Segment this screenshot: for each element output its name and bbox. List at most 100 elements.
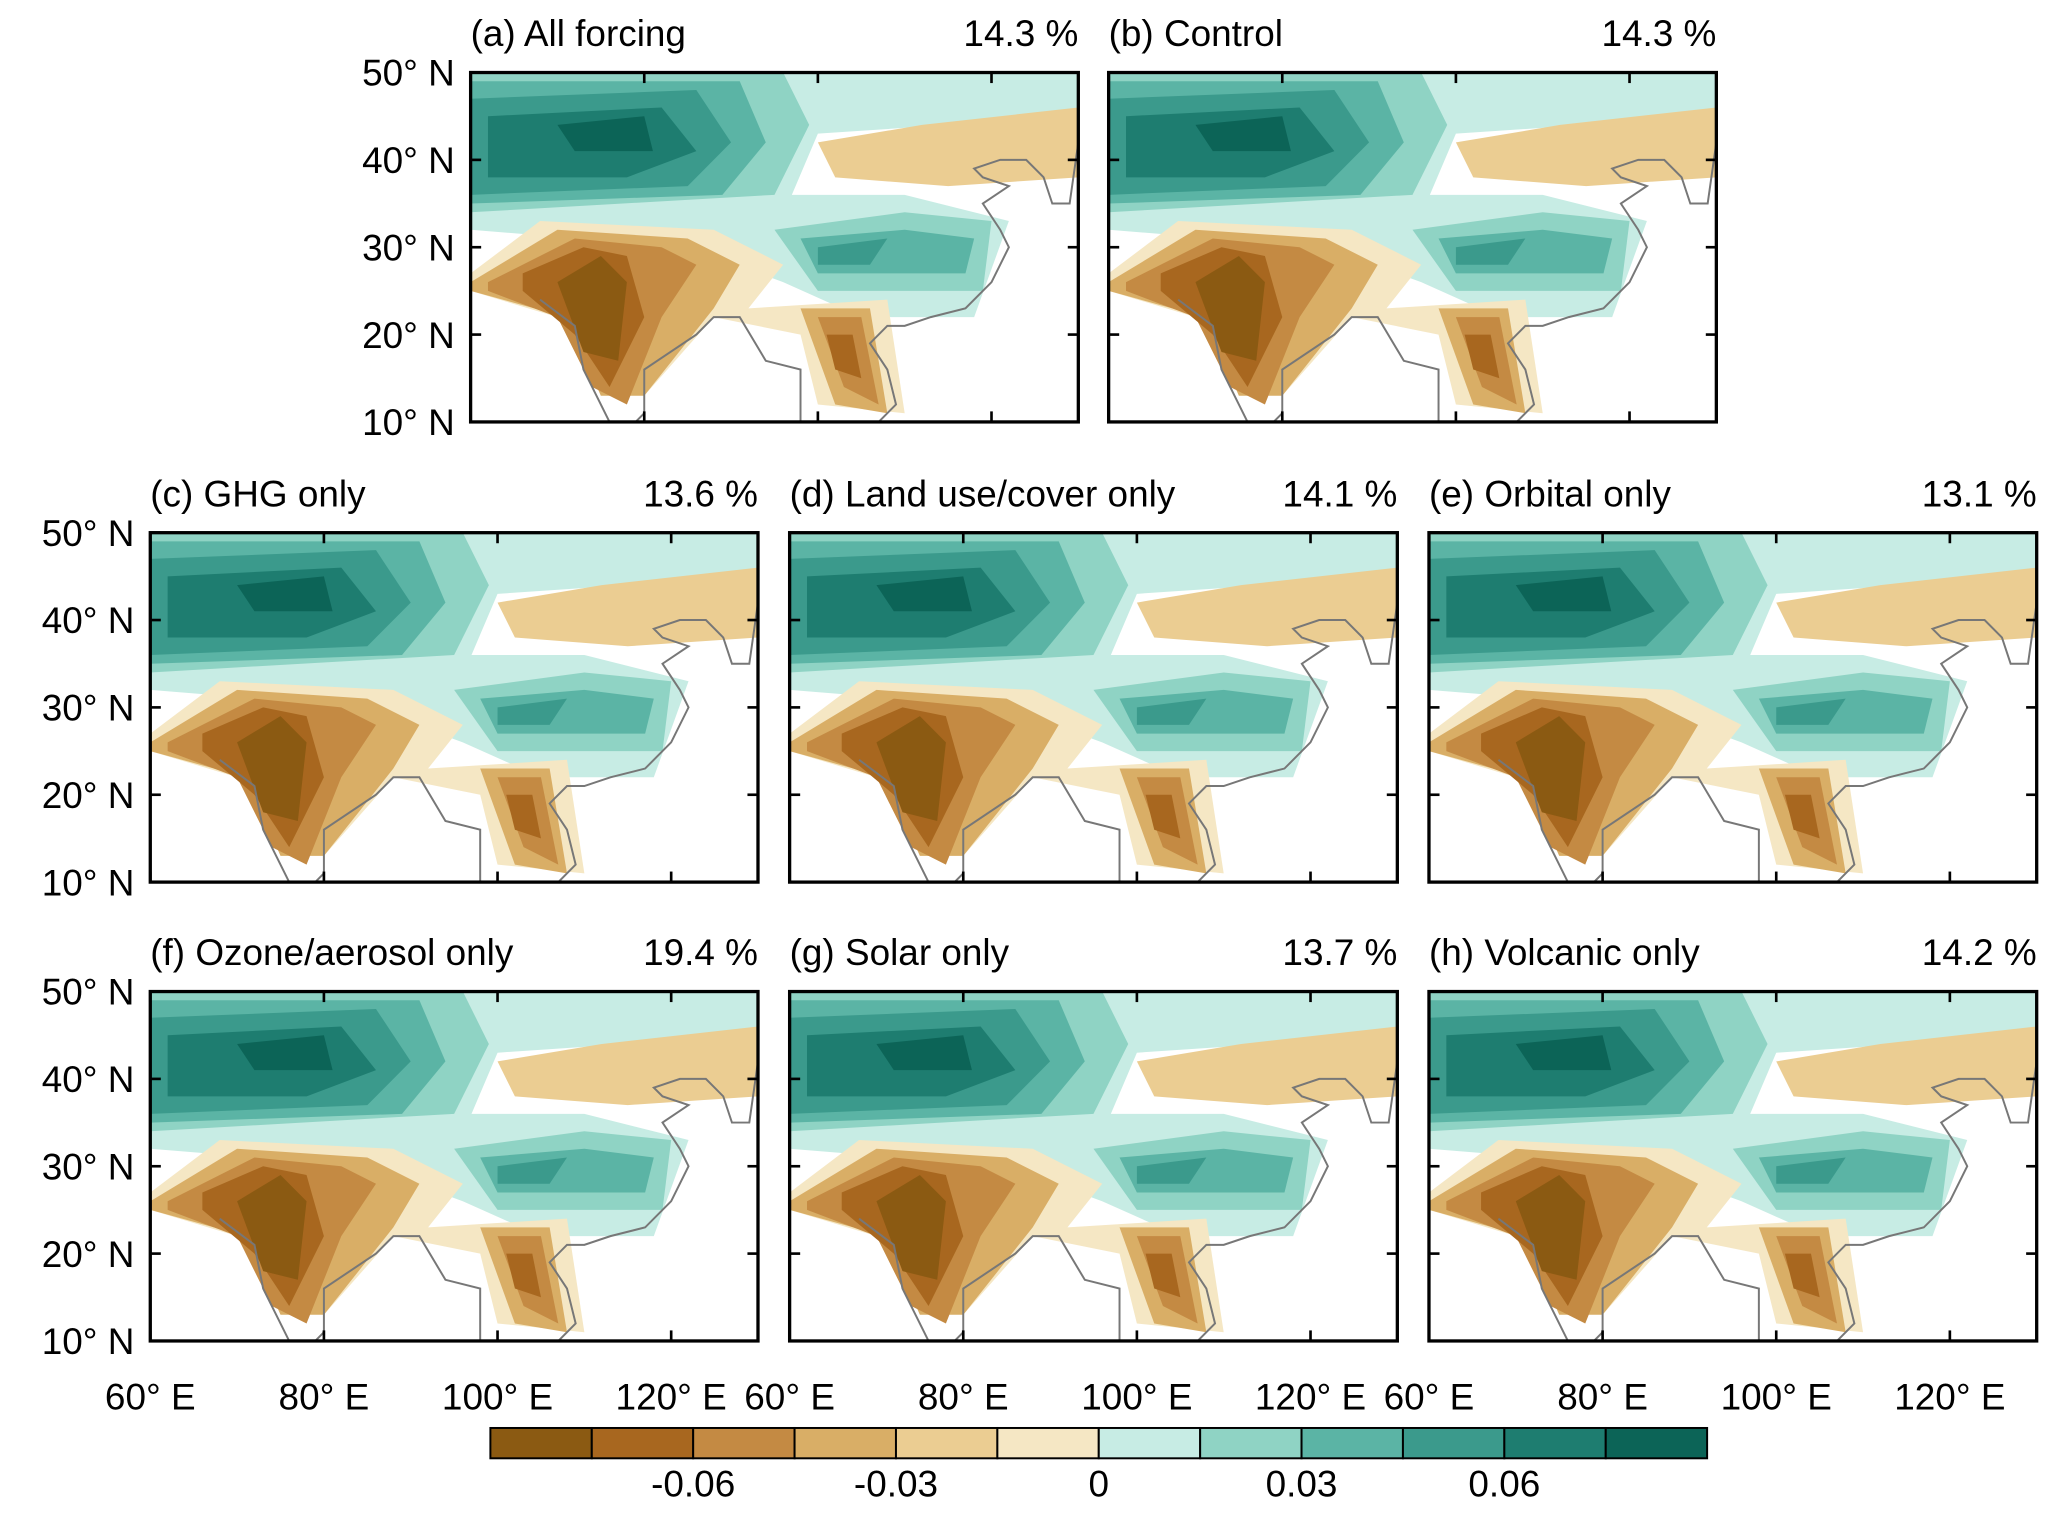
field-contour [1784, 1253, 1820, 1298]
lat-label: 10° N [42, 1321, 135, 1362]
panel-percent: 13.6 % [643, 473, 758, 514]
lat-label: 30° N [42, 1146, 135, 1187]
lat-label: 40° N [362, 140, 455, 181]
field-contour [1464, 334, 1500, 379]
coastline [219, 1061, 758, 1341]
colorbar-label: 0.06 [1468, 1464, 1540, 1505]
panel-title: (h) Volcanic only [1429, 932, 1700, 973]
field-contour [1776, 1026, 2037, 1106]
colorbar-box [1401, 1426, 1506, 1460]
lon-label: 100° E [1081, 1377, 1192, 1418]
colorbar-box [590, 1426, 695, 1460]
panel-title: (c) GHG only [150, 473, 366, 514]
field-contour [817, 238, 888, 265]
panel-title: (d) Land use/cover only [790, 473, 1176, 514]
map-panel [789, 991, 1398, 1341]
colorbar-label: -0.06 [651, 1464, 735, 1505]
panel-title: (b) Control [1109, 13, 1283, 54]
coastline [1497, 1061, 2037, 1341]
field-contour [1455, 238, 1526, 265]
coastline [1177, 142, 1717, 422]
field-contour [817, 107, 1079, 187]
field-contour [1776, 567, 2037, 647]
field-contour [1136, 567, 1398, 647]
lat-label: 50° N [42, 972, 135, 1013]
colorbar-label: 0 [1088, 1464, 1109, 1505]
lon-label: 100° E [442, 1377, 553, 1418]
lon-label: 100° E [1721, 1377, 1832, 1418]
lat-label: 50° N [362, 53, 455, 94]
lat-label: 40° N [42, 600, 135, 641]
map-panel [150, 532, 758, 883]
map-panel [1428, 532, 2037, 883]
field-contour [497, 1026, 758, 1106]
colorbar-box [1604, 1426, 1709, 1460]
colorbar-box [1097, 1426, 1202, 1460]
lon-label: 60° E [105, 1377, 196, 1418]
field-contour [1195, 116, 1291, 152]
coastline [858, 602, 1398, 883]
field-contour [237, 1174, 307, 1280]
lat-label: 30° N [42, 688, 135, 729]
field-contour [1515, 716, 1586, 821]
field-contour [1145, 1253, 1181, 1298]
map-panel [470, 72, 1079, 422]
lon-label: 120° E [1255, 1377, 1366, 1418]
colorbar-box [1199, 1426, 1303, 1460]
field-contour [497, 1157, 567, 1184]
panel-percent: 14.1 % [1282, 473, 1397, 514]
panel-title: (f) Ozone/aerosol only [150, 932, 514, 973]
panel-title: (a) All forcing [471, 13, 686, 54]
colorbar-box [692, 1426, 796, 1460]
colorbar-box [1503, 1426, 1607, 1460]
lon-label: 120° E [1894, 1377, 2005, 1418]
lat-label: 10° N [362, 402, 455, 443]
panel-percent: 14.2 % [1922, 932, 2037, 973]
field-contour [1136, 698, 1207, 725]
field-contour [237, 576, 333, 612]
panel-percent: 14.3 % [1601, 13, 1716, 54]
field-contour [506, 1253, 541, 1298]
colorbar-label: -0.03 [854, 1464, 938, 1505]
field-contour [1515, 1035, 1612, 1071]
panel-title: (g) Solar only [790, 932, 1010, 973]
field-contour [876, 1035, 972, 1071]
lon-label: 80° E [279, 1377, 370, 1418]
coastline [858, 1061, 1398, 1341]
coastline [539, 142, 1079, 422]
lat-label: 40° N [42, 1059, 135, 1100]
field-contour [876, 1174, 946, 1280]
coastline [1497, 602, 2037, 883]
panel-percent: 14.3 % [963, 13, 1078, 54]
field-contour [557, 116, 653, 152]
field-contour [1515, 576, 1612, 612]
field-contour [1195, 255, 1265, 361]
lat-label: 20° N [42, 775, 135, 816]
map-panel [789, 532, 1398, 883]
field-contour [497, 567, 758, 647]
field-contour [1455, 107, 1717, 187]
lat-label: 50° N [42, 513, 135, 554]
lat-label: 30° N [362, 227, 455, 268]
lat-label: 20° N [362, 315, 455, 356]
field-contour [506, 794, 541, 839]
colorbar-box [1300, 1426, 1404, 1460]
map-panel [1428, 991, 2037, 1341]
field-contour [1776, 1157, 1846, 1184]
lon-label: 120° E [616, 1377, 727, 1418]
field-contour [1136, 1026, 1398, 1106]
field-contour [876, 716, 946, 821]
panel-percent: 19.4 % [643, 932, 758, 973]
colorbar-box [996, 1426, 1100, 1460]
field-contour [1145, 794, 1181, 839]
field-contour [1515, 1174, 1586, 1280]
field-contour [876, 576, 972, 612]
lon-label: 60° E [744, 1377, 835, 1418]
field-contour [1784, 794, 1820, 839]
colorbar-box [894, 1426, 999, 1460]
field-contour [557, 255, 627, 361]
field-contour [237, 1035, 333, 1071]
lat-label: 10° N [42, 862, 135, 903]
field-contour [497, 698, 567, 725]
